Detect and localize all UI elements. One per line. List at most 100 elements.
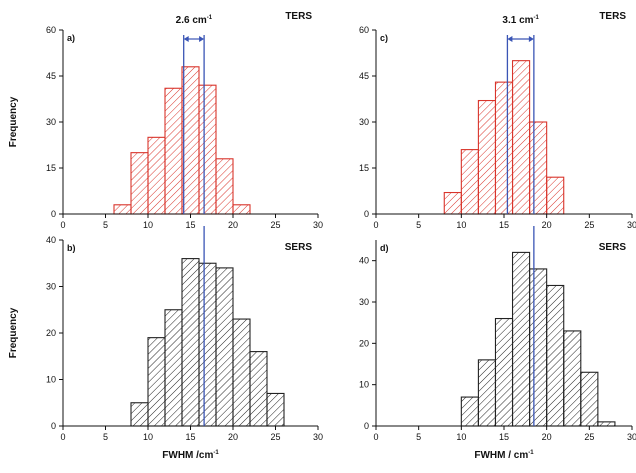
x-tick-label: 10 xyxy=(456,220,466,230)
y-tick-label: 0 xyxy=(51,421,56,431)
x-tick-label: 10 xyxy=(456,432,466,442)
histogram-bar xyxy=(181,66,200,215)
x-tick-label: 0 xyxy=(60,432,65,442)
histogram-bar xyxy=(460,396,479,427)
histogram-bar xyxy=(511,60,531,215)
panel-label: a) xyxy=(67,33,75,43)
histogram-bar xyxy=(546,176,565,215)
y-tick-label: 20 xyxy=(359,338,369,348)
histogram-bar xyxy=(130,152,149,215)
arrow-head-left-icon xyxy=(507,36,513,42)
technique-label: TERS xyxy=(285,11,312,22)
panel-b: 0 5 10 15 20 25 30 0 10 20 30 40 b) SERS Frequency FWHM… xyxy=(8,226,323,461)
histogram-bar xyxy=(529,121,548,215)
x-tick-label: 15 xyxy=(499,220,509,230)
y-tick-label: 0 xyxy=(51,209,56,219)
x-axis-title: FWHM /cm-1 xyxy=(162,450,219,461)
x-tick-label: 20 xyxy=(542,220,552,230)
histogram-bar xyxy=(460,149,479,215)
y-tick-label: 45 xyxy=(359,71,369,81)
y-tick-label: 30 xyxy=(46,282,56,292)
x-tick-label: 5 xyxy=(416,432,421,442)
histogram-bar xyxy=(546,284,565,427)
histogram-bar xyxy=(215,158,234,215)
y-tick-label: 40 xyxy=(359,256,369,266)
y-tick-label: 20 xyxy=(46,328,56,338)
histogram-bar xyxy=(597,421,616,427)
histogram-bar xyxy=(494,317,514,427)
x-tick-label: 0 xyxy=(60,220,65,230)
histogram-bar xyxy=(181,258,200,427)
histogram-bar xyxy=(511,251,531,427)
y-tick-label: 30 xyxy=(46,117,56,127)
x-tick-label: 25 xyxy=(270,432,280,442)
x-tick-label: 30 xyxy=(313,220,323,230)
x-tick-label: 30 xyxy=(627,220,636,230)
y-tick-label: 0 xyxy=(364,421,369,431)
technique-label: SERS xyxy=(599,242,627,253)
histogram-bar xyxy=(249,351,268,427)
x-tick-label: 10 xyxy=(143,432,153,442)
y-tick-label: 30 xyxy=(359,297,369,307)
histogram-bar xyxy=(232,204,251,215)
y-axis-title: Frequency xyxy=(8,307,19,358)
histogram-bar xyxy=(529,268,548,427)
x-axis-title: FWHM / cm-1 xyxy=(474,450,534,461)
y-tick-label: 40 xyxy=(46,235,56,245)
y-tick-label: 0 xyxy=(364,209,369,219)
panel-label: b) xyxy=(67,243,76,253)
histogram-bar xyxy=(164,87,183,215)
y-tick-label: 45 xyxy=(46,71,56,81)
panel-label: c) xyxy=(380,33,388,43)
histogram-bar xyxy=(443,191,462,215)
histogram-bar xyxy=(563,330,582,427)
histogram-bar xyxy=(266,392,285,427)
arrow-head-left-icon xyxy=(183,36,189,42)
histogram-bar xyxy=(215,267,234,427)
panel-a: 0 5 10 15 20 25 30 0 15 30 45 60 a) TERS Frequency 2.6 … xyxy=(8,11,323,230)
x-tick-label: 15 xyxy=(499,432,509,442)
width-label: 3.1 cm-1 xyxy=(502,15,539,26)
x-tick-label: 15 xyxy=(185,432,195,442)
x-tick-label: 20 xyxy=(228,220,238,230)
histogram-bar xyxy=(198,262,217,427)
x-tick-label: 30 xyxy=(627,432,636,442)
arrow-head-right-icon xyxy=(199,36,205,42)
technique-label: TERS xyxy=(599,11,626,22)
histogram-bar xyxy=(164,309,183,427)
y-tick-label: 15 xyxy=(46,163,56,173)
histogram-bar xyxy=(198,84,217,215)
technique-label: SERS xyxy=(285,242,313,253)
histogram-bar xyxy=(147,136,166,215)
panel-label: d) xyxy=(380,243,389,253)
x-tick-label: 0 xyxy=(373,220,378,230)
y-tick-label: 60 xyxy=(46,25,56,35)
x-tick-label: 5 xyxy=(103,432,108,442)
x-tick-label: 10 xyxy=(143,220,153,230)
panel-c: 0 5 10 15 20 25 30 0 15 30 45 60 c) TERS 3.1 cm-1 xyxy=(359,11,636,230)
x-tick-label: 25 xyxy=(584,220,594,230)
x-tick-label: 5 xyxy=(416,220,421,230)
histogram-bar xyxy=(147,337,166,427)
x-tick-label: 30 xyxy=(313,432,323,442)
x-tick-label: 20 xyxy=(542,432,552,442)
histogram-bar xyxy=(113,204,132,215)
y-axis-title: Frequency xyxy=(8,96,19,147)
histogram-bar xyxy=(477,99,497,215)
arrow-head-right-icon xyxy=(528,36,534,42)
x-tick-label: 25 xyxy=(270,220,280,230)
histogram-bar xyxy=(580,371,599,427)
panel-d: 0 5 10 15 20 25 30 0 10 20 30 40 d) SERS FWHM / cm-1 xyxy=(359,226,636,461)
width-label: 2.6 cm-1 xyxy=(176,15,213,26)
x-tick-label: 25 xyxy=(584,432,594,442)
histogram-bar xyxy=(477,359,497,427)
histogram-bar xyxy=(130,402,149,427)
y-tick-label: 30 xyxy=(359,117,369,127)
y-tick-label: 15 xyxy=(359,163,369,173)
x-tick-label: 0 xyxy=(373,432,378,442)
y-tick-label: 10 xyxy=(359,380,369,390)
histogram-bar xyxy=(232,318,251,427)
x-tick-label: 5 xyxy=(103,220,108,230)
